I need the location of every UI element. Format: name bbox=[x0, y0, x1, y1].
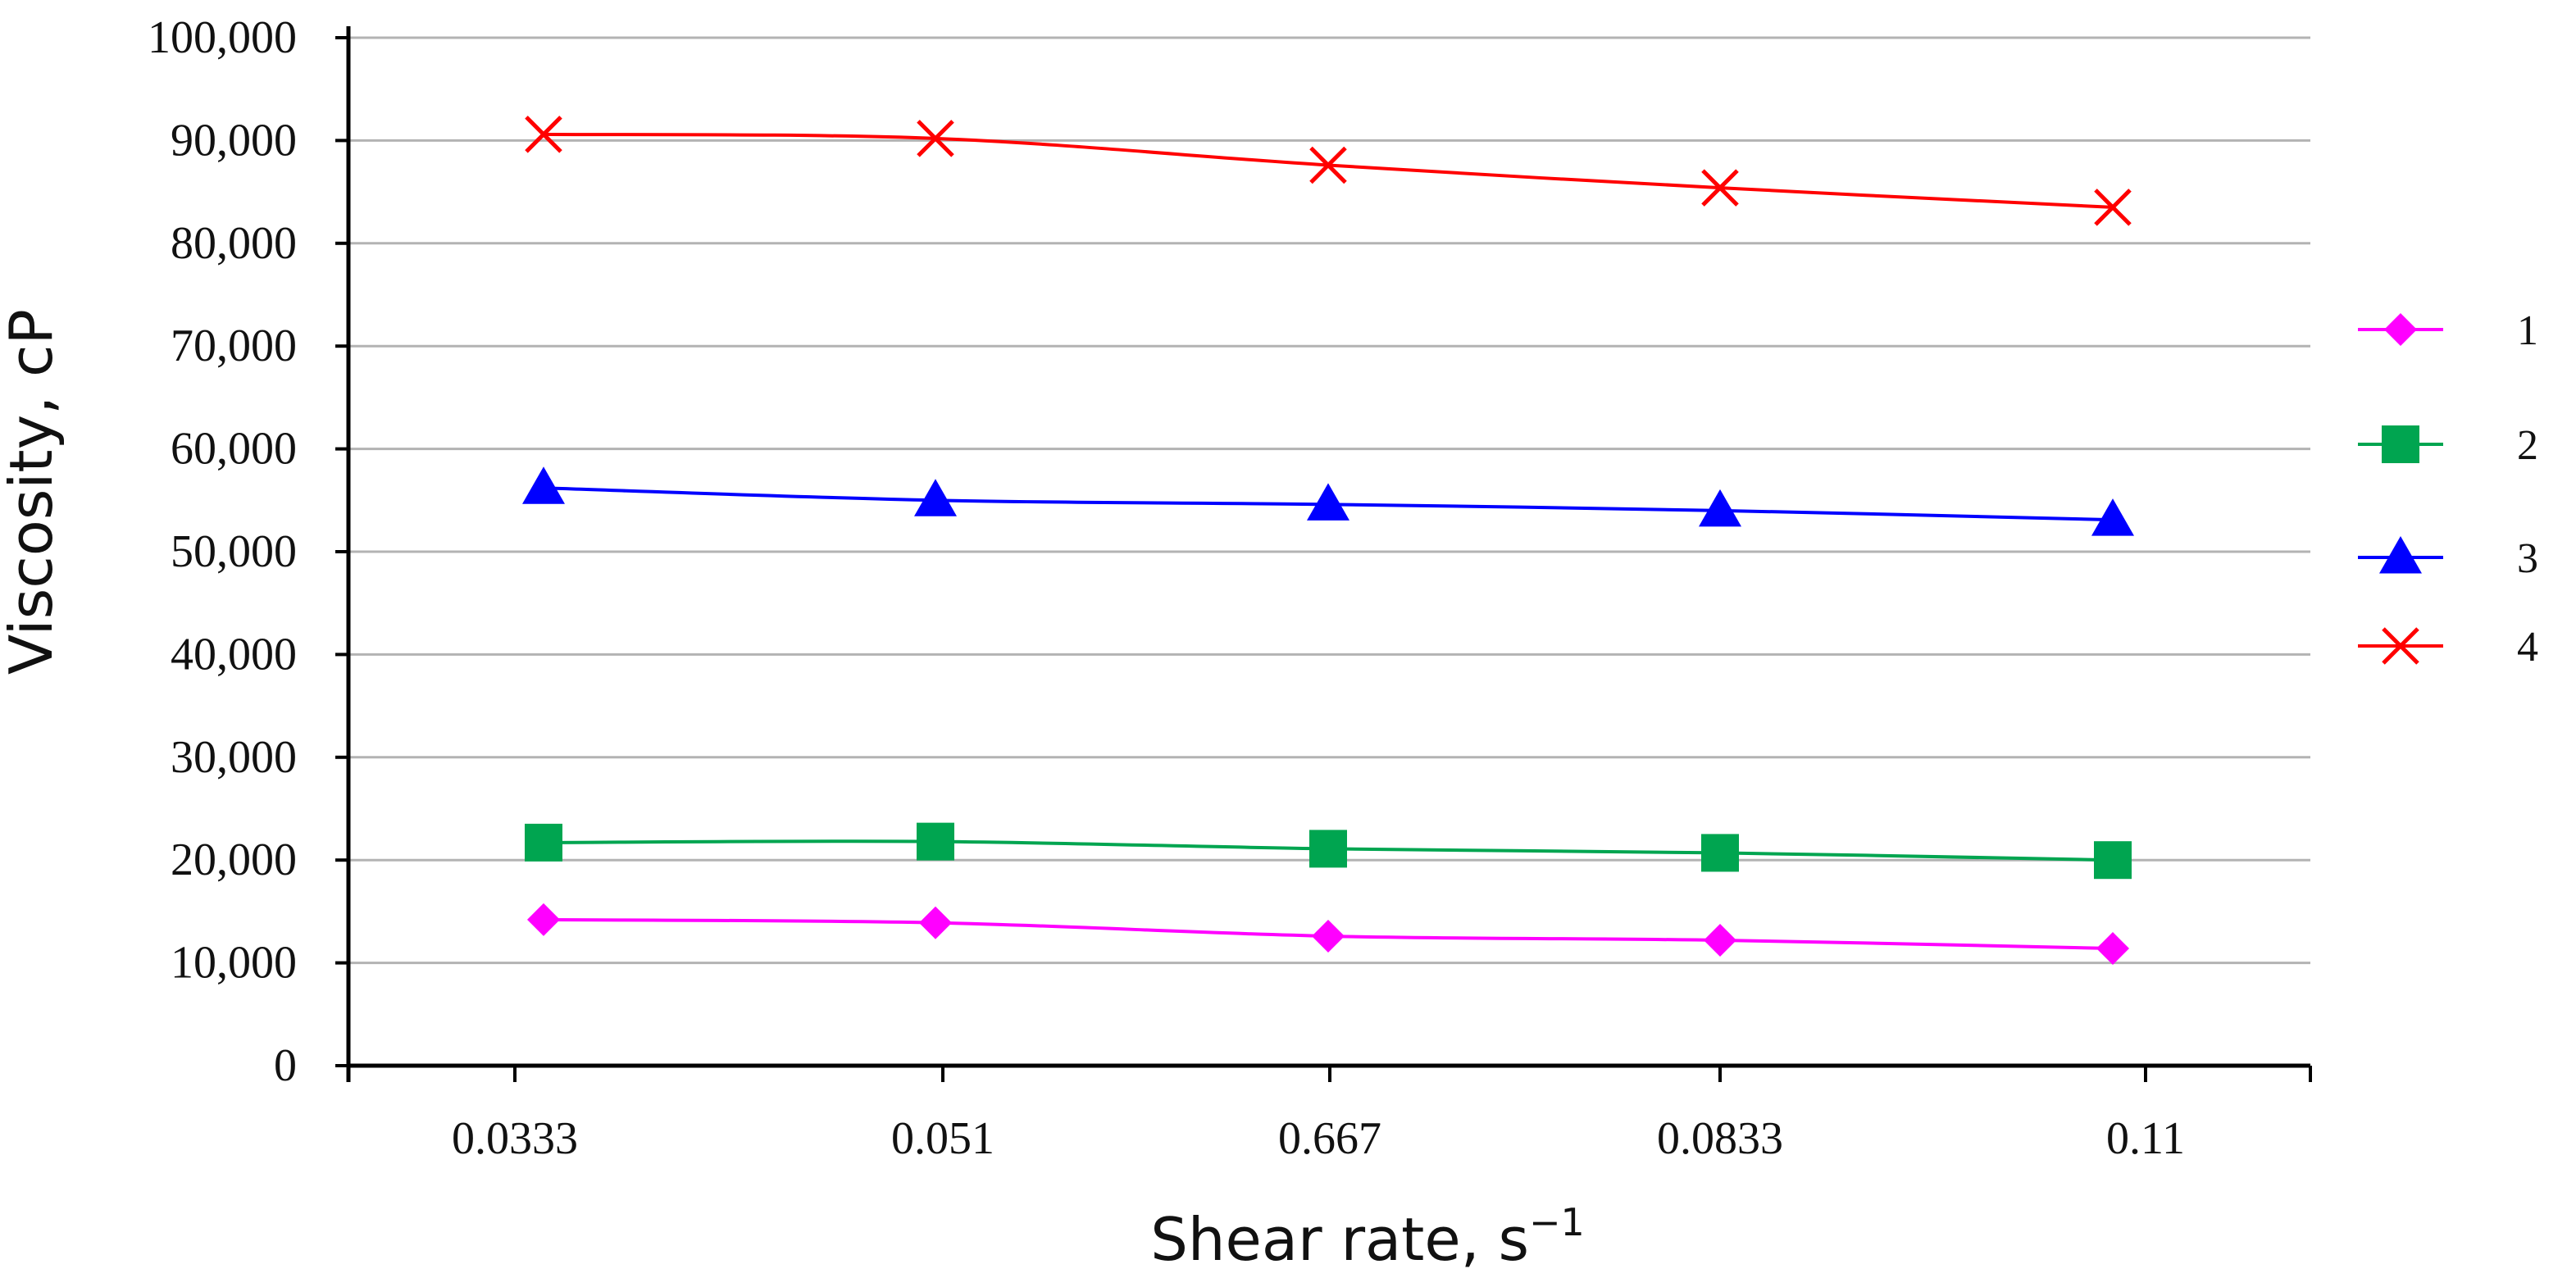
legend-label: 3 bbox=[2517, 535, 2538, 582]
x-axis-title: Shear rate, s−1 bbox=[1150, 1200, 1585, 1274]
y-tick-label: 90,000 bbox=[171, 115, 297, 166]
x-tick-label: 0.0833 bbox=[1657, 1113, 1783, 1164]
legend-marker bbox=[2382, 425, 2419, 463]
legend-marker bbox=[2382, 627, 2419, 665]
data-point-series-4 bbox=[1701, 169, 1739, 207]
data-point-series-3 bbox=[1307, 483, 1349, 521]
data-point-series-3 bbox=[2091, 498, 2134, 536]
series-line-4 bbox=[543, 132, 2114, 209]
data-point-series-1 bbox=[1704, 924, 1736, 957]
data-point-series-2 bbox=[2094, 841, 2132, 880]
x-tick-label: 0.051 bbox=[891, 1113, 994, 1164]
legend-item-1: 1 bbox=[2358, 307, 2538, 354]
data-point-series-3 bbox=[522, 466, 565, 504]
data-point-series-1 bbox=[2096, 932, 2129, 966]
legend-label: 1 bbox=[2517, 307, 2538, 354]
series-2 bbox=[525, 822, 2132, 880]
y-tick-label: 80,000 bbox=[171, 218, 297, 269]
y-tick-label: 100,000 bbox=[148, 12, 297, 63]
x-marker-stroke bbox=[1309, 146, 1347, 184]
data-point-series-1 bbox=[1312, 919, 1345, 953]
legend-marker bbox=[2379, 536, 2422, 574]
data-point-series-1 bbox=[919, 906, 952, 939]
legend-item-4: 4 bbox=[2358, 624, 2538, 671]
series-1 bbox=[527, 903, 2129, 966]
y-axis-ticks: 0 10,000 20,000 30,000 40,000 50,000 60,000 70,… bbox=[148, 12, 348, 1091]
data-point-series-2 bbox=[1701, 834, 1739, 872]
data-point-series-4 bbox=[2094, 189, 2132, 226]
x-tick-label: 0.667 bbox=[1278, 1113, 1381, 1164]
series-4 bbox=[525, 116, 2132, 226]
legend-item-2: 2 bbox=[2358, 422, 2538, 469]
y-tick-label: 0 bbox=[274, 1040, 297, 1091]
legend-item-3: 3 bbox=[2358, 535, 2538, 582]
data-point-series-1 bbox=[527, 903, 560, 936]
y-tick-label: 60,000 bbox=[171, 424, 297, 475]
data-point-series-4 bbox=[1309, 146, 1347, 184]
legend-label: 2 bbox=[2517, 422, 2538, 469]
x-axis-title-exponent: −1 bbox=[1529, 1200, 1585, 1244]
data-point-series-2 bbox=[917, 822, 954, 861]
x-axis-title-text: Shear rate, s bbox=[1150, 1205, 1529, 1274]
series-3 bbox=[522, 466, 2134, 536]
y-tick-label: 10,000 bbox=[171, 938, 297, 989]
x-tick-label: 0.0333 bbox=[452, 1113, 578, 1164]
legend-marker bbox=[2384, 313, 2417, 346]
x-marker-stroke bbox=[525, 116, 562, 153]
data-point-series-4 bbox=[917, 120, 954, 157]
data-point-series-3 bbox=[914, 479, 957, 516]
data-point-series-2 bbox=[1309, 830, 1347, 868]
legend: 1 2 3 4 bbox=[2358, 307, 2538, 671]
x-marker-stroke bbox=[1701, 169, 1739, 207]
y-axis-title: Viscosity, cP bbox=[0, 309, 66, 675]
data-point-series-3 bbox=[1699, 489, 1741, 527]
data-point-series-4 bbox=[525, 116, 562, 153]
x-marker-stroke bbox=[917, 120, 954, 157]
x-marker-stroke bbox=[2382, 627, 2419, 665]
y-tick-label: 40,000 bbox=[171, 629, 297, 680]
y-tick-label: 20,000 bbox=[171, 835, 297, 885]
gridlines bbox=[348, 36, 2310, 965]
data-series bbox=[522, 116, 2134, 966]
y-tick-label: 70,000 bbox=[171, 321, 297, 371]
data-point-series-2 bbox=[525, 823, 562, 862]
x-axis-ticks: 0.0333 0.051 0.667 0.0833 0.11 bbox=[347, 1066, 2312, 1164]
x-marker-stroke bbox=[2094, 189, 2132, 226]
x-tick-label: 0.11 bbox=[2106, 1113, 2185, 1164]
legend-label: 4 bbox=[2517, 624, 2538, 671]
y-tick-label: 50,000 bbox=[171, 526, 297, 577]
y-tick-label: 30,000 bbox=[171, 732, 297, 783]
